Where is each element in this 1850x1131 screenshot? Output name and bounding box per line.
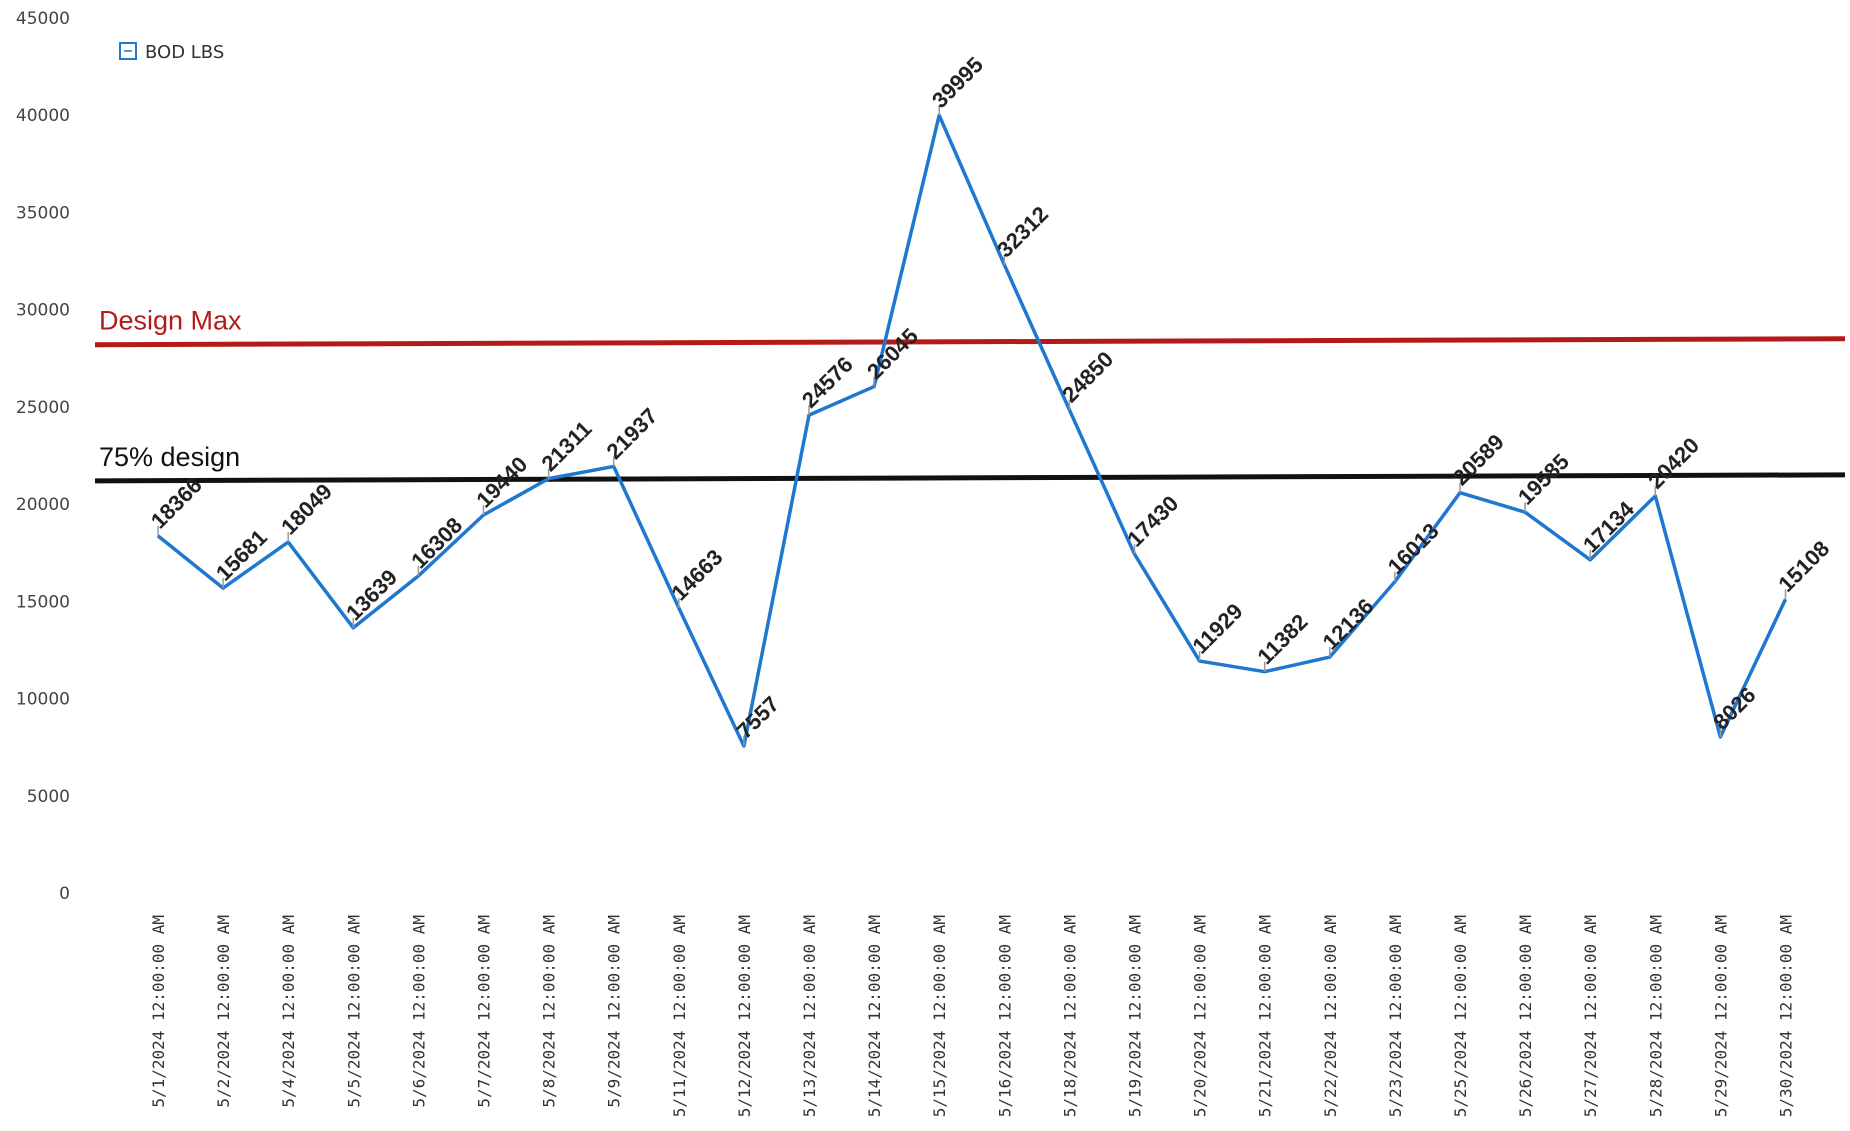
data-label: 11929 — [1187, 599, 1247, 659]
x-tick-label: 5/22/2024 12:00:00 AM — [1321, 915, 1340, 1117]
series-line-bod-lbs — [156, 113, 1788, 748]
x-tick-label: 5/20/2024 12:00:00 AM — [1191, 915, 1210, 1117]
x-tick-label: 5/18/2024 12:00:00 AM — [1060, 915, 1079, 1117]
x-tick-label: 5/4/2024 12:00:00 AM — [279, 915, 298, 1108]
reference-line-label: 75% design — [99, 442, 240, 472]
data-label: 21311 — [536, 416, 596, 476]
data-label: 15108 — [1773, 536, 1834, 597]
y-tick-label: 0 — [59, 884, 70, 904]
y-tick-label: 15000 — [16, 592, 70, 612]
series-layer — [156, 105, 1788, 748]
y-tick-label: 20000 — [16, 495, 70, 515]
y-axis: 0 5000 10000 15000 20000 25000 30000 35000 40000… — [16, 9, 70, 904]
x-tick-label: 5/25/2024 12:00:00 AM — [1451, 915, 1470, 1117]
data-label: 11382 — [1253, 609, 1313, 669]
y-tick-label: 10000 — [16, 690, 70, 710]
reference-line — [94, 472, 1846, 484]
legend: BOD LBS — [119, 42, 224, 63]
x-tick-label: 5/23/2024 12:00:00 AM — [1386, 915, 1405, 1117]
x-tick-label: 5/16/2024 12:00:00 AM — [995, 915, 1014, 1117]
data-label: 17134 — [1578, 496, 1639, 557]
data-label: 24576 — [797, 352, 858, 413]
x-tick-label: 5/30/2024 12:00:00 AM — [1777, 915, 1796, 1117]
x-tick-label: 5/6/2024 12:00:00 AM — [409, 915, 428, 1108]
x-tick-label: 5/27/2024 12:00:00 AM — [1581, 915, 1600, 1117]
x-tick-label: 5/12/2024 12:00:00 AM — [735, 915, 754, 1117]
x-tick-label: 5/5/2024 12:00:00 AM — [344, 915, 363, 1108]
x-tick-label: 5/29/2024 12:00:00 AM — [1711, 915, 1730, 1117]
x-tick-label: 5/14/2024 12:00:00 AM — [865, 915, 884, 1117]
x-tick-label: 5/8/2024 12:00:00 AM — [540, 915, 559, 1108]
x-tick-label: 5/7/2024 12:00:00 AM — [475, 915, 494, 1108]
x-axis: 5/1/2024 12:00:00 AM 5/2/2024 12:00:00 AM… — [149, 915, 1796, 1117]
y-tick-label: 45000 — [16, 9, 70, 29]
data-label: 26045 — [862, 323, 923, 384]
x-tick-label: 5/13/2024 12:00:00 AM — [800, 915, 819, 1117]
legend-swatch — [119, 42, 137, 60]
data-label: 16013 — [1383, 518, 1444, 579]
data-label: 32312 — [992, 201, 1053, 262]
data-label: 19585 — [1513, 449, 1574, 510]
x-tick-label: 5/1/2024 12:00:00 AM — [149, 915, 168, 1108]
legend-label: BOD LBS — [145, 42, 224, 63]
x-tick-label: 5/11/2024 12:00:00 AM — [670, 915, 689, 1117]
data-label: 20589 — [1448, 429, 1509, 490]
reference-line — [94, 336, 1846, 348]
data-label: 20420 — [1643, 433, 1704, 494]
y-tick-label: 35000 — [16, 203, 70, 223]
data-label: 14663 — [667, 544, 728, 605]
data-label: 17430 — [1122, 491, 1183, 552]
x-tick-label: 5/9/2024 12:00:00 AM — [605, 915, 624, 1108]
data-label: 39995 — [927, 52, 988, 113]
x-tick-label: 5/15/2024 12:00:00 AM — [930, 915, 949, 1117]
y-tick-label: 40000 — [16, 106, 70, 126]
data-label: 16308 — [406, 512, 467, 573]
x-tick-label: 5/19/2024 12:00:00 AM — [1126, 915, 1145, 1117]
x-tick-label: 5/26/2024 12:00:00 AM — [1516, 915, 1535, 1117]
x-tick-label: 5/2/2024 12:00:00 AM — [214, 915, 233, 1108]
data-label: 21937 — [602, 403, 663, 464]
reference-line-label: Design Max — [99, 306, 242, 336]
x-tick-label: 5/21/2024 12:00:00 AM — [1256, 915, 1275, 1117]
data-label: 12136 — [1318, 594, 1379, 655]
x-tick-label: 5/28/2024 12:00:00 AM — [1646, 915, 1665, 1117]
data-label: 18049 — [276, 479, 337, 540]
data-label: 24850 — [1057, 346, 1118, 407]
reference-lines: Design Max 75% design — [94, 306, 1846, 484]
y-tick-label: 5000 — [27, 787, 70, 807]
y-tick-label: 25000 — [16, 398, 70, 418]
y-tick-label: 30000 — [16, 301, 70, 321]
